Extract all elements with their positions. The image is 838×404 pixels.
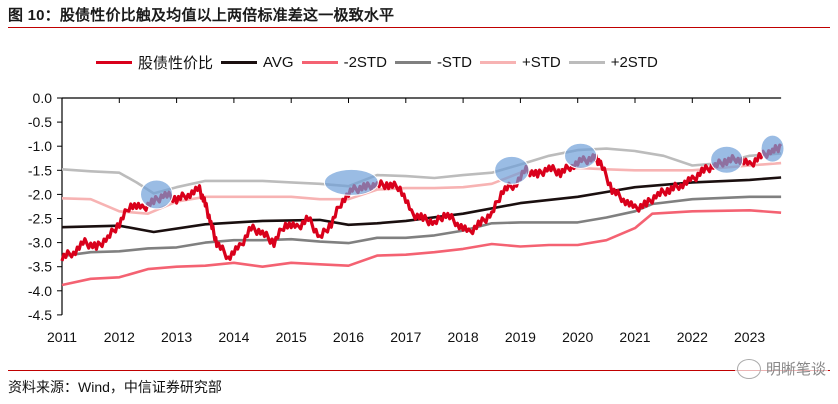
legend-swatch: [301, 61, 338, 64]
legend-item-minus2std: -2STD: [301, 54, 387, 71]
highlight-ellipse: [760, 134, 785, 163]
y-tick-label: -3.5: [28, 259, 52, 275]
legend-label: +STD: [521, 54, 561, 71]
source-note: 资料来源：Wind，中信证券研究部: [8, 379, 222, 395]
legend-label: 股债性价比: [138, 55, 214, 72]
highlight-ellipse: [564, 142, 598, 169]
x-tick-label: 2018: [448, 329, 479, 345]
series-line-avg: [61, 176, 782, 234]
x-tick-label: 2021: [619, 329, 650, 345]
x-tick-label: 2023: [734, 329, 765, 345]
y-tick-label: 0.0: [33, 90, 53, 106]
y-tick-label: -0.5: [28, 114, 52, 130]
figure-title: 图 10：股债性价比触及均值以上两倍标准差这一极致水平: [8, 7, 395, 24]
highlight-ellipse: [323, 168, 379, 196]
x-tick-label: 2017: [390, 329, 421, 345]
legend-item-plus1std: +STD: [479, 54, 561, 71]
x-tick-label: 2012: [104, 329, 135, 345]
y-tick-label: -4.0: [28, 283, 52, 299]
legend-item-minus1std: -STD: [394, 54, 472, 71]
wechat-icon: [736, 358, 761, 379]
y-tick-label: -2.5: [28, 211, 52, 227]
x-tick-label: 2011: [47, 329, 77, 345]
y-tick-label: -3.0: [28, 235, 52, 251]
chart-legend: 股债性价比 AVG -2STD -STD +STD +2STD: [96, 52, 666, 73]
x-tick-label: 2015: [276, 329, 307, 345]
y-tick-label: -1.5: [28, 162, 52, 178]
footer-rule: [8, 370, 830, 371]
x-tick-label: 2013: [161, 329, 192, 345]
y-tick-label: -1.0: [28, 138, 52, 154]
x-tick-label: 2016: [333, 329, 364, 345]
x-tick-label: 2019: [505, 329, 536, 345]
legend-label: AVG: [263, 54, 294, 71]
watermark: 明晰笔谈: [734, 358, 828, 379]
series-line-minus2std: [61, 209, 782, 287]
highlight-ellipse: [710, 145, 744, 174]
legend-swatch: [221, 61, 258, 64]
highlight-ellipse: [494, 155, 530, 185]
x-tick-label: 2022: [677, 329, 708, 345]
legend-item-ratio: 股债性价比: [96, 52, 213, 73]
y-tick-label: -2.0: [28, 186, 52, 202]
legend-item-avg: AVG: [221, 54, 294, 71]
legend-label: -STD: [436, 54, 472, 71]
watermark-text: 明晰笔谈: [765, 361, 826, 378]
legend-swatch: [96, 61, 132, 64]
legend-label: +2STD: [610, 54, 658, 71]
legend-swatch: [394, 61, 431, 64]
legend-swatch: [479, 61, 516, 64]
y-tick-label: -4.5: [28, 307, 52, 323]
series-line-ratio: [60, 143, 783, 262]
legend-item-plus2std: +2STD: [568, 54, 658, 71]
x-tick-label: 2014: [218, 329, 249, 345]
highlight-ellipse: [140, 179, 174, 210]
legend-swatch: [568, 61, 605, 64]
title-rule: [8, 27, 830, 28]
legend-label: -2STD: [343, 54, 387, 71]
x-tick-label: 2020: [562, 329, 593, 345]
